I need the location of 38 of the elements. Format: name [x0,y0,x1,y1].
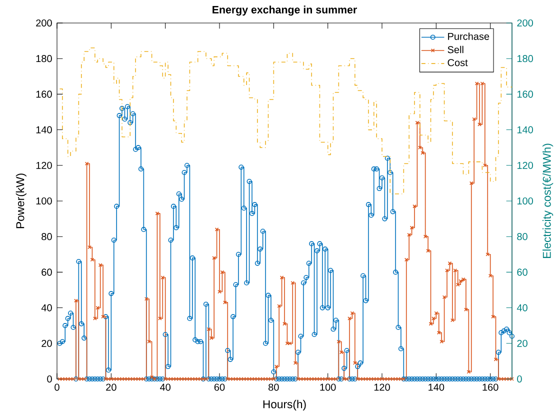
x-tick-label: 100 [320,384,336,391]
y-tick-label: 20 [42,340,52,347]
y2-tick-label: 60 [517,268,528,276]
legend-label: Cost [448,59,468,66]
y2-tick-label: 140 [517,126,533,134]
y2-tick-label: 120 [517,162,533,169]
y2-tick-label: 40 [516,304,528,312]
chart-title: Energy exchange in summer [212,6,357,16]
legend-label: Sell [448,46,464,54]
y-tick-label: 200 [36,19,52,27]
x-tick-label: 40 [160,384,170,391]
y2-tick-label: 160 [517,90,533,98]
y-tick-label: 100 [36,197,52,205]
y-tick-label: 180 [36,55,52,62]
y-tick-label: 40 [41,304,52,312]
x-tick-label: 120 [374,384,390,391]
y-tick-label: 120 [36,162,52,169]
y-tick-label: 0 [47,375,52,383]
x-tick-label: 140 [428,384,444,391]
y2-tick-label: 200 [517,19,533,27]
y2-tick-label: 80 [517,233,528,240]
x-tick-label: 60 [214,384,225,391]
y2-axis-title: Electricity cost(€/MWh) [542,144,554,258]
x-tick-label: 20 [106,384,116,391]
y-tick-label: 160 [36,90,52,98]
y2-tick-label: 20 [517,340,528,347]
y-tick-label: 60 [42,268,52,276]
y-tick-label: 140 [36,126,52,134]
x-tick-label: 160 [482,384,498,391]
y2-tick-label: 100 [517,197,533,205]
y2-tick-label: 180 [517,55,533,62]
x-tick-label: 80 [268,384,279,391]
legend-label: Purchase [448,32,490,40]
x-tick-label: 0 [54,384,60,391]
x-axis-title: Hours(h) [263,400,306,410]
y2-tick-label: 0 [517,375,522,383]
y-tick-label: 80 [42,233,52,240]
y-axis-title: Power(kW) [16,174,26,228]
